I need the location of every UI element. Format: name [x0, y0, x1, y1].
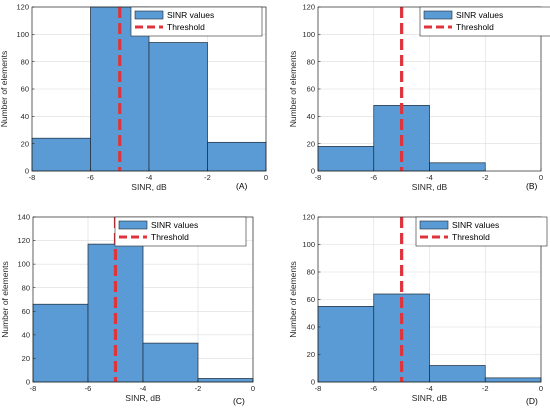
x-tick-label: -6: [370, 384, 377, 393]
chart-panel-3: -8 -6 -4 -2 0 0 20 40 60 80 100 120 140 SINR, dB Numbe…: [0, 213, 255, 406]
legend-swatch-bar: [419, 220, 449, 230]
x-tick-label: -8: [29, 173, 36, 182]
y-tick-label: 0: [311, 378, 315, 387]
histogram-bar: [142, 342, 199, 383]
y-tick-label: 60: [21, 85, 29, 94]
histogram-bar: [317, 306, 375, 383]
x-tick-label: -2: [482, 384, 489, 393]
x-tick-label: -6: [85, 384, 92, 393]
histogram-bar: [207, 141, 267, 172]
x-tick-label: -4: [146, 173, 153, 182]
y-axis-label: Number of elements: [288, 51, 298, 128]
panel-label: (A): [236, 181, 248, 191]
y-tick-label: 120: [302, 213, 315, 222]
x-axis-label: SINR, dB: [412, 182, 448, 192]
y-tick-label: 0: [25, 167, 29, 176]
y-tick-label: 80: [307, 268, 315, 277]
y-tick-label: 60: [22, 307, 30, 316]
y-tick-label: 100: [16, 30, 29, 39]
y-tick-label: 60: [307, 85, 315, 94]
legend: SINR values Threshold: [415, 216, 548, 247]
panel-label: (C): [233, 396, 245, 406]
histogram-bar: [484, 377, 542, 383]
histogram-bar: [197, 378, 254, 383]
legend-label-sinr: SINR values: [452, 220, 499, 230]
y-tick-label: 120: [302, 3, 315, 12]
y-tick-label: 20: [21, 139, 29, 148]
y-tick-label: 20: [22, 354, 30, 363]
x-tick-label: 0: [539, 384, 543, 393]
histogram-bar: [317, 146, 375, 172]
panel-label: (D): [526, 396, 538, 406]
x-tick-label: -6: [370, 173, 377, 182]
histogram-bar: [148, 42, 208, 172]
x-tick-label: -6: [87, 173, 94, 182]
legend-label-threshold: Threshold: [151, 232, 189, 242]
x-tick-label: -2: [204, 173, 211, 182]
legend-label-threshold: Threshold: [452, 232, 490, 242]
chart-panel-1: -8 -6 -4 -2 0 0 20 40 60 80 100 120 SINR, dB Number o…: [0, 3, 268, 192]
y-tick-label: 100: [302, 30, 315, 39]
y-tick-label: 100: [17, 260, 30, 269]
y-tick-label: 80: [307, 57, 315, 66]
y-tick-label: 80: [21, 57, 29, 66]
legend-label-threshold: Threshold: [456, 22, 494, 32]
legend-label-sinr: SINR values: [167, 10, 214, 20]
y-tick-label: 120: [16, 3, 29, 12]
legend: SINR values Threshold: [419, 6, 550, 37]
y-tick-label: 20: [307, 350, 315, 359]
legend-swatch-bar: [423, 10, 453, 20]
y-tick-label: 40: [307, 323, 315, 332]
histogram-bar: [429, 162, 486, 172]
x-tick-label: 0: [264, 173, 268, 182]
x-tick-label: -2: [482, 173, 489, 182]
legend-swatch-bar: [134, 10, 164, 20]
x-tick-label: -4: [426, 173, 433, 182]
x-tick-label: -8: [315, 384, 322, 393]
y-axis-label: Number of elements: [288, 261, 298, 338]
legend-label-sinr: SINR values: [456, 10, 503, 20]
y-axis-label: Number of elements: [0, 261, 10, 338]
x-tick-label: 0: [251, 384, 255, 393]
x-tick-label: 0: [539, 173, 543, 182]
x-axis-label: SINR, dB: [131, 182, 167, 192]
x-tick-label: -8: [30, 384, 37, 393]
x-axis-label: SINR, dB: [412, 393, 448, 403]
y-tick-label: 60: [307, 295, 315, 304]
legend-label-sinr: SINR values: [151, 220, 198, 230]
x-tick-label: -2: [195, 384, 202, 393]
histogram-bar: [31, 137, 91, 172]
legend-swatch-bar: [118, 220, 148, 230]
legend-label-threshold: Threshold: [167, 22, 205, 32]
x-tick-label: -4: [140, 384, 147, 393]
x-tick-label: -8: [315, 173, 322, 182]
chart-panel-2: -8 -6 -4 -2 0 0 20 40 60 80 100 120 SINR, dB Number o…: [288, 3, 550, 192]
histogram-bar: [429, 365, 486, 383]
legend: SINR values Threshold: [130, 6, 263, 37]
chart-panel-4: -8 -6 -4 -2 0 0 20 40 60 80 100 120 SINR, dB Number o…: [288, 213, 548, 406]
y-tick-label: 40: [21, 112, 29, 121]
y-tick-label: 0: [26, 378, 30, 387]
panel-label: (B): [526, 181, 538, 191]
y-axis-label: Number of elements: [0, 51, 9, 128]
y-tick-label: 0: [311, 167, 315, 176]
y-tick-label: 80: [22, 283, 30, 292]
x-axis-label: SINR, dB: [125, 393, 161, 403]
legend: SINR values Threshold: [114, 216, 247, 247]
y-tick-label: 40: [307, 112, 315, 121]
histogram-bar: [32, 303, 89, 383]
x-tick-label: -4: [426, 384, 433, 393]
y-tick-label: 40: [22, 330, 30, 339]
y-tick-label: 20: [307, 139, 315, 148]
y-tick-label: 120: [17, 236, 30, 245]
y-tick-label: 100: [302, 240, 315, 249]
y-tick-label: 140: [17, 213, 30, 222]
